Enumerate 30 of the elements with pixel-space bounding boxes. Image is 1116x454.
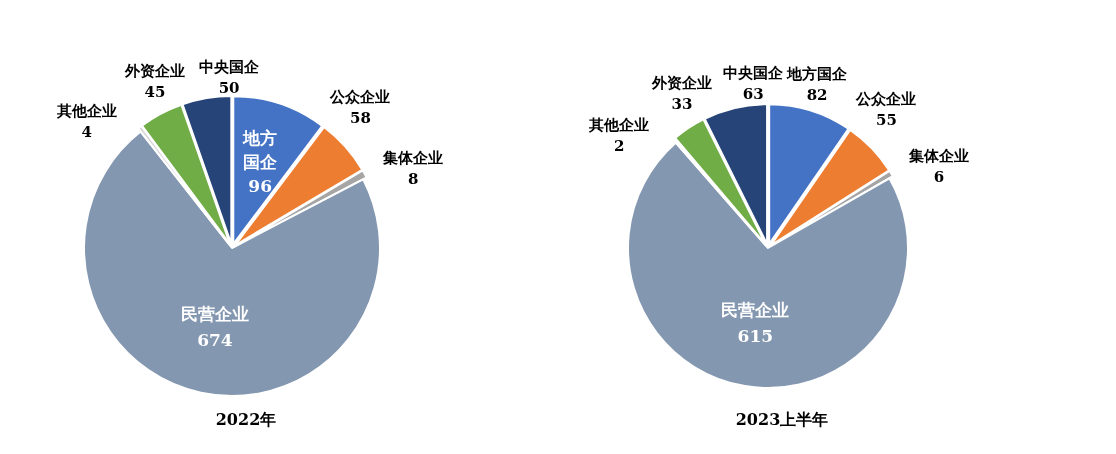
data-label: 96	[248, 176, 272, 197]
slice-label: 民营企业	[721, 300, 790, 321]
slice-label: 公众企业	[329, 87, 391, 106]
data-label: 82	[806, 85, 828, 104]
text: 2022年	[215, 409, 277, 429]
slice-label: 集体企业	[382, 149, 444, 168]
data-label: 6	[933, 168, 945, 187]
slice-label: 民营企业	[180, 304, 249, 325]
data-label: 674	[197, 330, 233, 351]
slice-label: 地方国企	[786, 64, 849, 83]
slice-label: 中央国企	[723, 63, 785, 82]
slice-label: 地方国企	[242, 128, 279, 173]
data-label: 33	[671, 94, 693, 113]
data-label: 45	[144, 83, 166, 102]
data-label: 55	[876, 111, 897, 130]
slice-label: 外资企业	[650, 73, 712, 92]
data-label: 615	[737, 326, 774, 347]
data-label: 58	[350, 108, 371, 127]
data-label: 8	[407, 170, 419, 189]
slice-label: 其他企业	[55, 101, 117, 120]
slice-label: 公众企业	[855, 90, 917, 109]
data-label: 50	[218, 78, 240, 97]
slice-label: 集体企业	[908, 147, 970, 166]
text: 2023上半年	[735, 409, 829, 429]
data-label: 63	[742, 84, 764, 103]
slice-label: 外资企业	[123, 62, 185, 81]
slice-label: 中央国企	[199, 57, 261, 76]
data-label: 4	[81, 122, 92, 141]
data-label: 2	[613, 137, 625, 156]
slice-label: 其他企业	[588, 116, 650, 135]
